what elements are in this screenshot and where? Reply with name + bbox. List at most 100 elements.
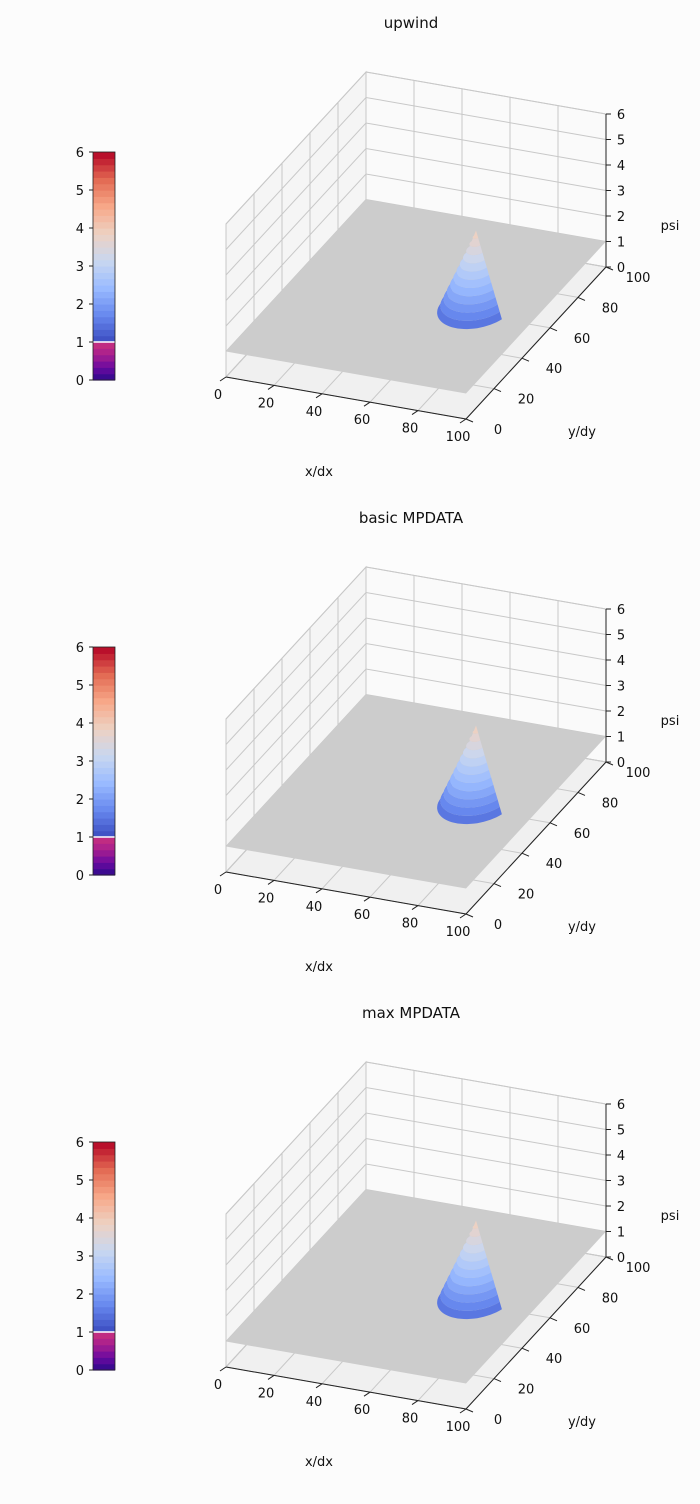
y-axis-label: y/dy — [568, 1415, 596, 1430]
cone-band — [446, 768, 496, 800]
colorbar-segment — [93, 190, 115, 197]
colorbar-segment — [93, 862, 115, 870]
colorbar-segment — [93, 253, 115, 261]
x-tick — [219, 1366, 227, 1372]
y-tick — [549, 1317, 558, 1322]
colorbar-segment — [93, 177, 115, 185]
colorbar-segment — [93, 335, 115, 343]
colorbar-tick-label: 2 — [76, 298, 84, 313]
cone-band — [459, 1241, 487, 1262]
y-tick — [577, 1286, 586, 1291]
subplot-title: max MPDATA — [362, 1004, 461, 1022]
cone-band — [459, 251, 487, 272]
x-tick-label: 100 — [446, 1420, 471, 1435]
x-tick — [363, 896, 371, 902]
y-axis-line — [465, 266, 607, 420]
cone-band — [446, 1263, 496, 1295]
colorbar-segment — [93, 697, 115, 705]
cone-band — [466, 241, 483, 256]
gridline-z — [225, 591, 607, 745]
x-tick-label: 20 — [258, 891, 275, 906]
y-tick-label: 40 — [546, 1352, 563, 1367]
x-axis-label: x/dx — [305, 1455, 333, 1470]
z-tick-label: 6 — [617, 603, 625, 618]
colorbar-segment — [93, 1294, 115, 1301]
colorbar-segment — [93, 754, 115, 762]
z-tick-label: 3 — [617, 680, 625, 695]
colorbar-tick-label: 6 — [76, 1136, 84, 1151]
z-tick-label: 0 — [617, 756, 625, 771]
z-tick-label: 5 — [617, 629, 625, 644]
colorbar-segment — [93, 856, 115, 863]
x-axis-line — [225, 871, 467, 915]
colorbar-segment — [93, 818, 115, 825]
x-tick-label: 0 — [214, 1378, 222, 1393]
colorbar-segment — [93, 1211, 115, 1219]
x-tick-label: 100 — [446, 925, 471, 940]
colorbar-segment — [93, 152, 115, 159]
colorbar-segment — [93, 1186, 115, 1194]
colorbar-segment — [93, 259, 115, 267]
colorbar-segment — [93, 672, 115, 680]
z-tick-label: 0 — [617, 261, 625, 276]
x-tick — [363, 401, 371, 407]
colorbar-tick-label: 4 — [76, 222, 84, 237]
colorbar-segment — [93, 1218, 115, 1225]
colorbar-segment — [93, 868, 115, 876]
colorbar-segment — [93, 1319, 115, 1327]
y-tick — [549, 327, 558, 332]
x-tick — [411, 410, 419, 416]
y-tick-label: 0 — [494, 1413, 502, 1428]
colorbar-segment — [93, 1344, 115, 1352]
colorbar-segment — [93, 310, 115, 318]
colorbar: 0 1 2 3 4 5 6 — [76, 146, 116, 389]
colorbar-tick-label: 2 — [76, 793, 84, 808]
cone-band — [472, 230, 479, 239]
x-axis-label: x/dx — [305, 465, 333, 480]
gridline-z — [225, 1086, 607, 1240]
colorbar-segment — [93, 247, 115, 254]
z-tick-label: 6 — [617, 108, 625, 123]
y-tick — [549, 822, 558, 827]
colorbar-tick-label: 1 — [76, 336, 84, 351]
surface-plateau — [226, 1189, 606, 1384]
colorbar-segment — [93, 272, 115, 280]
surface-cone — [437, 230, 502, 330]
cone-band — [443, 1268, 498, 1303]
gridline-z — [225, 566, 607, 720]
gridline-z — [225, 147, 607, 301]
colorbar-segment — [93, 1275, 115, 1282]
colorbar-segment — [93, 1332, 115, 1339]
z-tick-label: 2 — [617, 1200, 625, 1215]
z-tick-label: 0 — [617, 1251, 625, 1266]
x-tick-label: 60 — [354, 908, 371, 923]
x-tick — [411, 1400, 419, 1406]
y-tick-label: 80 — [602, 796, 619, 811]
z-tick-label: 4 — [617, 654, 625, 669]
colorbar-segment — [93, 666, 115, 673]
x-tick-label: 60 — [354, 1403, 371, 1418]
colorbar-segment — [93, 811, 115, 819]
colorbar: 0 1 2 3 4 5 6 — [76, 1136, 116, 1379]
colorbar-segment — [93, 291, 115, 299]
colorbar-segment — [93, 659, 115, 667]
colorbar-segment — [93, 171, 115, 178]
colorbar-segment — [93, 799, 115, 806]
x-tick-label: 20 — [258, 396, 275, 411]
colorbar-segment — [93, 837, 115, 844]
cone-band — [463, 741, 485, 759]
x-axis-label: x/dx — [305, 960, 333, 975]
colorbar-segment — [93, 830, 115, 838]
y-tick-label: 40 — [546, 857, 563, 872]
gridline-z — [225, 71, 607, 225]
x-tick — [315, 1383, 323, 1389]
gridline-z — [225, 668, 607, 822]
cone-band — [456, 257, 489, 280]
cone-band — [440, 284, 500, 321]
x-tick-label: 40 — [306, 1395, 323, 1410]
y-tick-label: 100 — [626, 1261, 651, 1276]
colorbar-segment — [93, 1199, 115, 1206]
